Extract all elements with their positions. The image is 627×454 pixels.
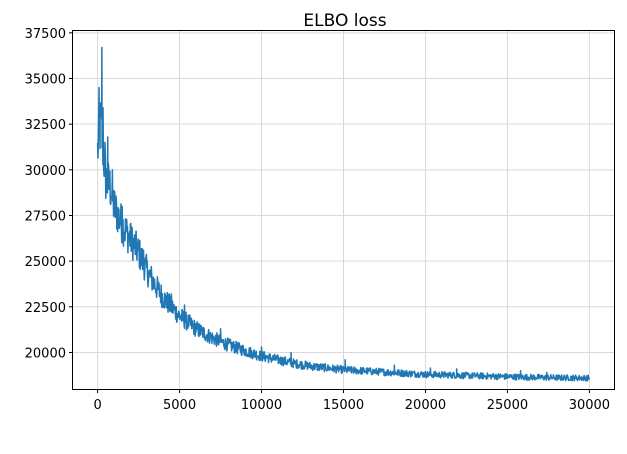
y-tick-label: 35000 xyxy=(25,72,66,87)
x-tick-label: 20000 xyxy=(405,398,446,413)
x-tick-label: 10000 xyxy=(241,398,282,413)
x-tick-label: 25000 xyxy=(487,398,528,413)
x-tick-label: 30000 xyxy=(569,398,610,413)
y-tick-label: 20000 xyxy=(25,346,66,361)
x-axis: 0 5000 10000 15000 20000 25000 30000 xyxy=(93,389,610,413)
y-tick-label: 27500 xyxy=(25,209,66,224)
x-tick-label: 15000 xyxy=(323,398,364,413)
chart-title: ELBO loss xyxy=(303,11,386,31)
y-tick-label: 30000 xyxy=(25,164,66,179)
x-tick-label: 5000 xyxy=(163,398,196,413)
y-tick-label: 37500 xyxy=(25,27,66,42)
x-tick-label: 0 xyxy=(93,398,101,413)
y-axis: 20000 22500 25000 27500 30000 32500 35000 37500 xyxy=(25,27,73,361)
y-tick-label: 32500 xyxy=(25,118,66,133)
elbo-loss-line xyxy=(96,46,591,382)
y-tick-label: 25000 xyxy=(25,255,66,270)
series-layer xyxy=(96,46,591,382)
y-tick-label: 22500 xyxy=(25,301,66,316)
grid-lines xyxy=(73,31,614,389)
